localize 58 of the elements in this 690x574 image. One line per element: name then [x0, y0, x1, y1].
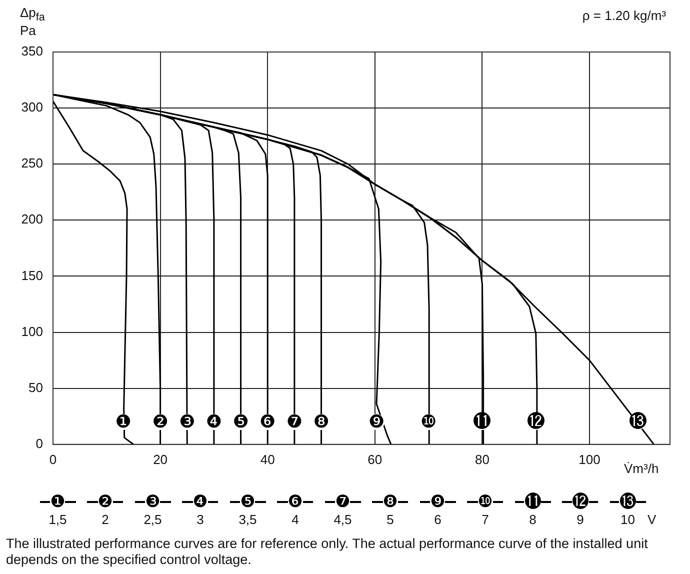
text: ❼ — [335, 492, 350, 512]
legend-label: 1,5 — [48, 512, 67, 527]
x-tick-label: 60 — [368, 452, 382, 467]
legend-label: 4 — [292, 512, 299, 527]
legend-label: 7 — [482, 512, 489, 527]
x-tick-label: 0 — [49, 452, 57, 467]
legend-label: 10 — [620, 512, 635, 527]
y-tick-label: 150 — [21, 268, 43, 283]
x-tick-label: 40 — [260, 452, 275, 467]
y-tick-label: 100 — [21, 324, 43, 339]
x-tick-label: 20 — [153, 452, 168, 467]
legend-label: 3 — [196, 512, 204, 527]
annotation: ❿ — [420, 412, 437, 433]
x-tick-label: 80 — [474, 452, 490, 467]
y-tick-label: 200 — [21, 212, 43, 227]
annotation: ⓫ — [473, 412, 492, 433]
x-tick-label: 100 — [578, 452, 600, 467]
y-tick-label: 250 — [21, 156, 43, 171]
text: ❸ — [145, 492, 160, 512]
legend-label: 5 — [386, 512, 394, 527]
text: ⓬ — [572, 492, 589, 512]
y-tick-label: 350 — [21, 44, 43, 59]
annotation: ❽ — [313, 412, 330, 433]
annotation: ❹ — [206, 412, 222, 433]
text: ❿ — [478, 492, 493, 512]
text: ❺ — [240, 492, 256, 512]
annotation: ❼ — [286, 412, 303, 433]
legend-label: 4,5 — [334, 512, 352, 527]
text: ❻ — [288, 492, 303, 512]
legend-label: 6 — [434, 512, 442, 527]
legend-label: 9 — [576, 512, 584, 527]
text: ⓫ — [524, 492, 542, 512]
text: ❽ — [382, 492, 398, 512]
text: ρ = 1.20 kg/m³ — [582, 8, 666, 23]
y-axis-title: Δp$_{fa}$ Pa — [20, 5, 46, 38]
legend-label: 3,5 — [238, 512, 257, 527]
text: The illustrated performance curves are for reference only. The actual performance curve of the installed unit depends on the specified control voltage. — [6, 536, 649, 568]
annotation: ❻ — [260, 412, 276, 433]
annotation: ⓭ — [628, 412, 647, 433]
legend-title: V — [648, 511, 656, 527]
legend-label: 2,5 — [144, 512, 162, 527]
annotation: ⓬ — [526, 412, 545, 433]
text: ❷ — [98, 492, 113, 512]
annotation: ❶ — [115, 412, 132, 433]
y-tick-label: 50 — [28, 380, 43, 395]
legend-label: 8 — [529, 512, 536, 527]
annotation: ❾ — [368, 412, 385, 433]
y-tick-label: 0 — [36, 436, 43, 451]
annotation: ❷ — [152, 412, 168, 433]
text: ❶ — [50, 492, 66, 512]
legend-label: 2 — [102, 512, 109, 527]
text: ❹ — [192, 492, 208, 512]
text: ⓭ — [619, 492, 636, 512]
annotation: ❺ — [232, 412, 249, 433]
annotation: ❸ — [179, 412, 196, 433]
y-tick-label: 300 — [21, 100, 43, 115]
x-axis-title: V̇m³/h — [624, 461, 659, 476]
text: ❾ — [430, 492, 446, 512]
